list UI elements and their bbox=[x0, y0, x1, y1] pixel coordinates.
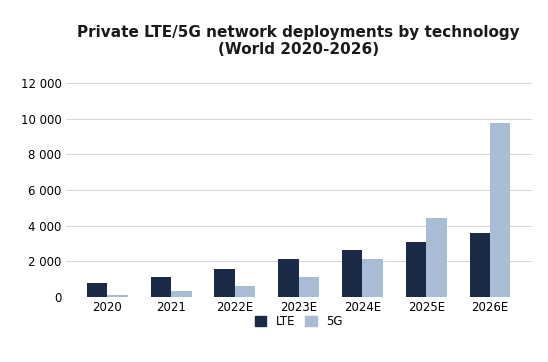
Bar bbox=[214, 269, 235, 297]
Bar bbox=[87, 283, 107, 297]
Bar bbox=[171, 291, 191, 297]
Bar bbox=[299, 277, 319, 297]
Bar bbox=[151, 277, 171, 297]
Bar bbox=[278, 258, 299, 297]
Bar bbox=[362, 258, 383, 297]
Legend: LTE, 5G: LTE, 5G bbox=[250, 310, 347, 333]
Bar bbox=[406, 241, 426, 297]
Bar bbox=[426, 218, 447, 297]
Bar bbox=[490, 123, 510, 297]
Title: Private LTE/5G network deployments by technology
(World 2020-2026): Private LTE/5G network deployments by te… bbox=[77, 25, 520, 57]
Bar bbox=[107, 295, 128, 297]
Bar bbox=[470, 233, 490, 297]
Bar bbox=[342, 250, 362, 297]
Bar bbox=[235, 286, 255, 297]
